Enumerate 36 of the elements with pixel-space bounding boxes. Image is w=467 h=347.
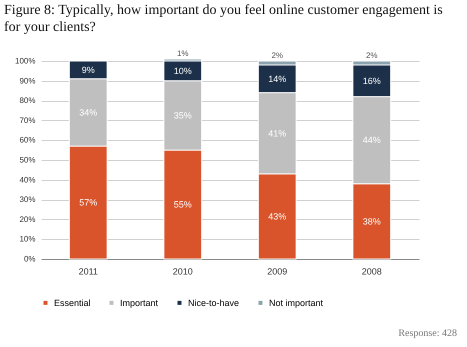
x-tick-label: 2009 [267, 266, 288, 276]
data-label: 35% [174, 110, 192, 120]
y-tick-label: 10% [19, 234, 36, 244]
legend-label: Important [120, 298, 159, 308]
y-tick-label: 70% [19, 116, 36, 125]
x-tick-label: 2010 [172, 266, 193, 276]
data-label: 43% [268, 211, 286, 222]
y-tick-label: 60% [19, 136, 36, 145]
data-label: 57% [79, 198, 98, 208]
y-tick-label: 90% [19, 76, 36, 86]
x-tick-label: 2011 [78, 266, 98, 276]
legend-label: Not important [269, 298, 324, 308]
data-label: 9% [82, 64, 95, 75]
text: Response: 428 [398, 328, 457, 339]
data-label: 1% [176, 49, 189, 58]
x-tick-label: 2008 [362, 266, 382, 276]
data-label: 10% [174, 66, 192, 76]
y-tick-label: 100% [15, 56, 36, 66]
y-tick-label: 20% [19, 214, 36, 224]
y-tick-label: 30% [19, 195, 36, 204]
y-tick-label: 40% [19, 175, 36, 184]
y-tick-label: 80% [19, 96, 36, 106]
data-label: 44% [362, 135, 381, 146]
data-label: 38% [362, 216, 381, 226]
data-label: 2% [271, 50, 284, 60]
y-tick-label: 50% [19, 155, 36, 164]
data-label: 41% [268, 128, 286, 138]
chart-title: Figure 8: Typically, how important do you feel online customer engagement is for your clients? [4, 2, 444, 36]
data-label: 16% [362, 76, 381, 86]
data-label: 55% [174, 200, 192, 210]
legend-label: Nice-to-have [188, 298, 240, 308]
legend-label: Essential [54, 298, 91, 308]
data-label: 34% [79, 107, 98, 118]
data-label: 14% [268, 74, 286, 84]
data-label: 2% [366, 50, 378, 60]
y-tick-label: 0% [24, 254, 36, 264]
